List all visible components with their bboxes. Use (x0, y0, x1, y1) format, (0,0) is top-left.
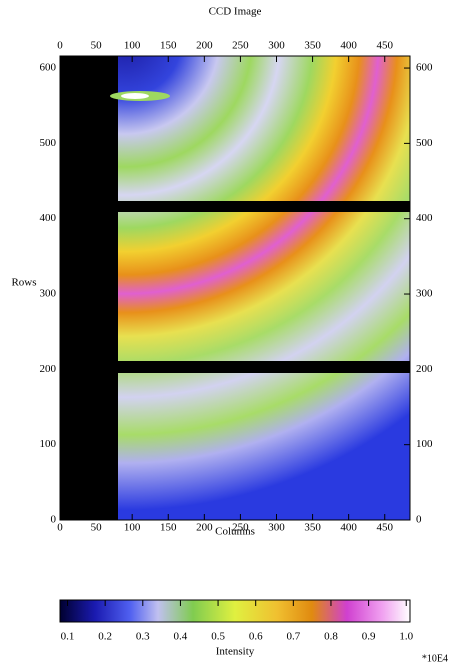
x-tick-label-top: 400 (340, 40, 357, 52)
colorbar-tick-label: 1.0 (399, 631, 413, 643)
colorbar (59, 599, 411, 623)
y-tick-label-right: 200 (416, 363, 433, 375)
x-tick-label: 300 (268, 522, 285, 534)
colorbar-tick-label: 0.1 (61, 631, 75, 643)
x-tick-label: 400 (340, 522, 357, 534)
y-tick-label: 300 (40, 288, 57, 300)
x-tick-label: 350 (304, 522, 321, 534)
colorbar-tick-label: 0.9 (362, 631, 376, 643)
x-axis-label: Columns (215, 526, 255, 538)
plot-frame (59, 55, 411, 521)
colorbar-tick-label: 0.3 (136, 631, 150, 643)
x-tick-label: 200 (196, 522, 213, 534)
y-tick-label: 600 (40, 62, 57, 74)
x-tick-label-top: 200 (196, 40, 213, 52)
heatmap-image (60, 56, 410, 520)
colorbar-tick-label: 0.5 (211, 631, 225, 643)
y-axis-label: Rows (11, 277, 36, 289)
colorbar-scale-label: *10E4 (422, 653, 448, 664)
x-tick-label-top: 350 (304, 40, 321, 52)
colorbar-tick-label: 0.2 (98, 631, 112, 643)
colorbar-tick-label: 0.6 (249, 631, 263, 643)
y-tick-label: 500 (40, 137, 57, 149)
x-tick-label-top: 50 (91, 40, 103, 52)
y-tick-label: 400 (40, 212, 57, 224)
colorbar-tick-label: 0.7 (286, 631, 300, 643)
y-tick-label: 0 (51, 514, 57, 526)
x-tick-label: 250 (232, 522, 249, 534)
x-tick-label-top: 250 (232, 40, 249, 52)
x-tick-label-top: 150 (160, 40, 177, 52)
y-tick-label: 200 (40, 363, 57, 375)
x-tick-label: 150 (160, 522, 177, 534)
colorbar-tick-label: 0.4 (174, 631, 188, 643)
y-tick-label-right: 600 (416, 62, 433, 74)
y-tick-label: 100 (40, 438, 57, 450)
colorbar-tick-label: 0.8 (324, 631, 338, 643)
x-tick-label-top: 0 (57, 40, 63, 52)
x-tick-label: 450 (376, 522, 393, 534)
y-tick-label-right: 100 (416, 438, 433, 450)
y-tick-label-right: 500 (416, 137, 433, 149)
x-tick-label: 100 (124, 522, 141, 534)
x-tick-label: 50 (91, 522, 103, 534)
x-tick-label: 0 (57, 522, 63, 534)
y-tick-label-right: 300 (416, 288, 433, 300)
x-tick-label-top: 100 (124, 40, 141, 52)
x-tick-label-top: 300 (268, 40, 285, 52)
y-tick-label-right: 400 (416, 212, 433, 224)
x-tick-label-top: 450 (376, 40, 393, 52)
y-tick-label-right: 0 (416, 514, 422, 526)
chart-title: CCD Image (209, 6, 262, 18)
colorbar-label: Intensity (216, 646, 255, 658)
